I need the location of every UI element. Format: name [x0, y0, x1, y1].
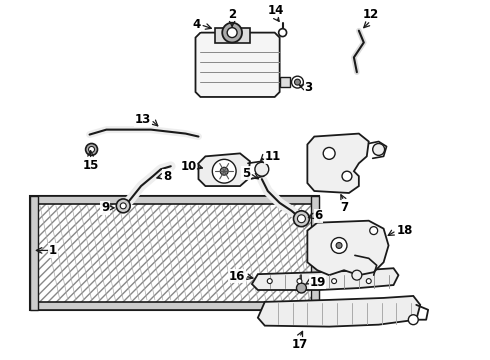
- Bar: [280, 77, 290, 87]
- Circle shape: [120, 203, 126, 209]
- Text: 11: 11: [265, 150, 281, 163]
- Circle shape: [255, 162, 269, 176]
- Text: 19: 19: [309, 276, 326, 289]
- Circle shape: [331, 238, 347, 253]
- Circle shape: [323, 148, 335, 159]
- Polygon shape: [198, 153, 250, 186]
- Bar: [32, 198, 317, 308]
- Circle shape: [222, 23, 242, 42]
- Bar: [30, 302, 319, 310]
- Circle shape: [292, 76, 303, 88]
- Bar: [30, 196, 38, 310]
- Circle shape: [212, 159, 236, 183]
- Circle shape: [352, 270, 362, 280]
- Polygon shape: [252, 268, 398, 290]
- Circle shape: [89, 147, 95, 152]
- Text: 10: 10: [180, 160, 196, 173]
- Text: 13: 13: [135, 113, 151, 126]
- Text: 16: 16: [229, 270, 245, 283]
- Circle shape: [332, 279, 337, 284]
- Text: 3: 3: [304, 81, 313, 94]
- Circle shape: [366, 279, 371, 284]
- Text: 2: 2: [228, 8, 236, 21]
- Bar: [30, 196, 319, 310]
- Circle shape: [294, 79, 300, 85]
- Text: 4: 4: [192, 18, 200, 31]
- Polygon shape: [258, 296, 420, 327]
- Bar: [30, 196, 319, 204]
- Circle shape: [297, 279, 302, 284]
- Circle shape: [336, 243, 342, 248]
- Circle shape: [370, 227, 378, 235]
- Text: 18: 18: [396, 224, 413, 237]
- Polygon shape: [196, 33, 280, 97]
- Text: 6: 6: [314, 209, 322, 222]
- Circle shape: [227, 28, 237, 37]
- Text: 15: 15: [82, 159, 99, 172]
- Circle shape: [296, 283, 306, 293]
- Circle shape: [267, 279, 272, 284]
- Circle shape: [220, 167, 228, 175]
- Polygon shape: [307, 134, 369, 193]
- Circle shape: [294, 211, 309, 227]
- Bar: [215, 28, 250, 42]
- Text: 14: 14: [268, 4, 284, 17]
- Text: 9: 9: [101, 201, 109, 214]
- Text: 7: 7: [340, 201, 348, 214]
- Circle shape: [342, 171, 352, 181]
- Polygon shape: [307, 221, 389, 275]
- Circle shape: [408, 315, 418, 325]
- Text: 1: 1: [49, 244, 57, 257]
- Circle shape: [373, 144, 385, 156]
- Text: 8: 8: [163, 170, 171, 183]
- Bar: [311, 196, 319, 310]
- Text: 12: 12: [363, 8, 379, 21]
- Circle shape: [116, 199, 130, 213]
- Circle shape: [86, 144, 98, 156]
- Text: 17: 17: [292, 338, 308, 351]
- Circle shape: [279, 29, 287, 37]
- Circle shape: [297, 215, 305, 223]
- Text: 5: 5: [242, 167, 250, 180]
